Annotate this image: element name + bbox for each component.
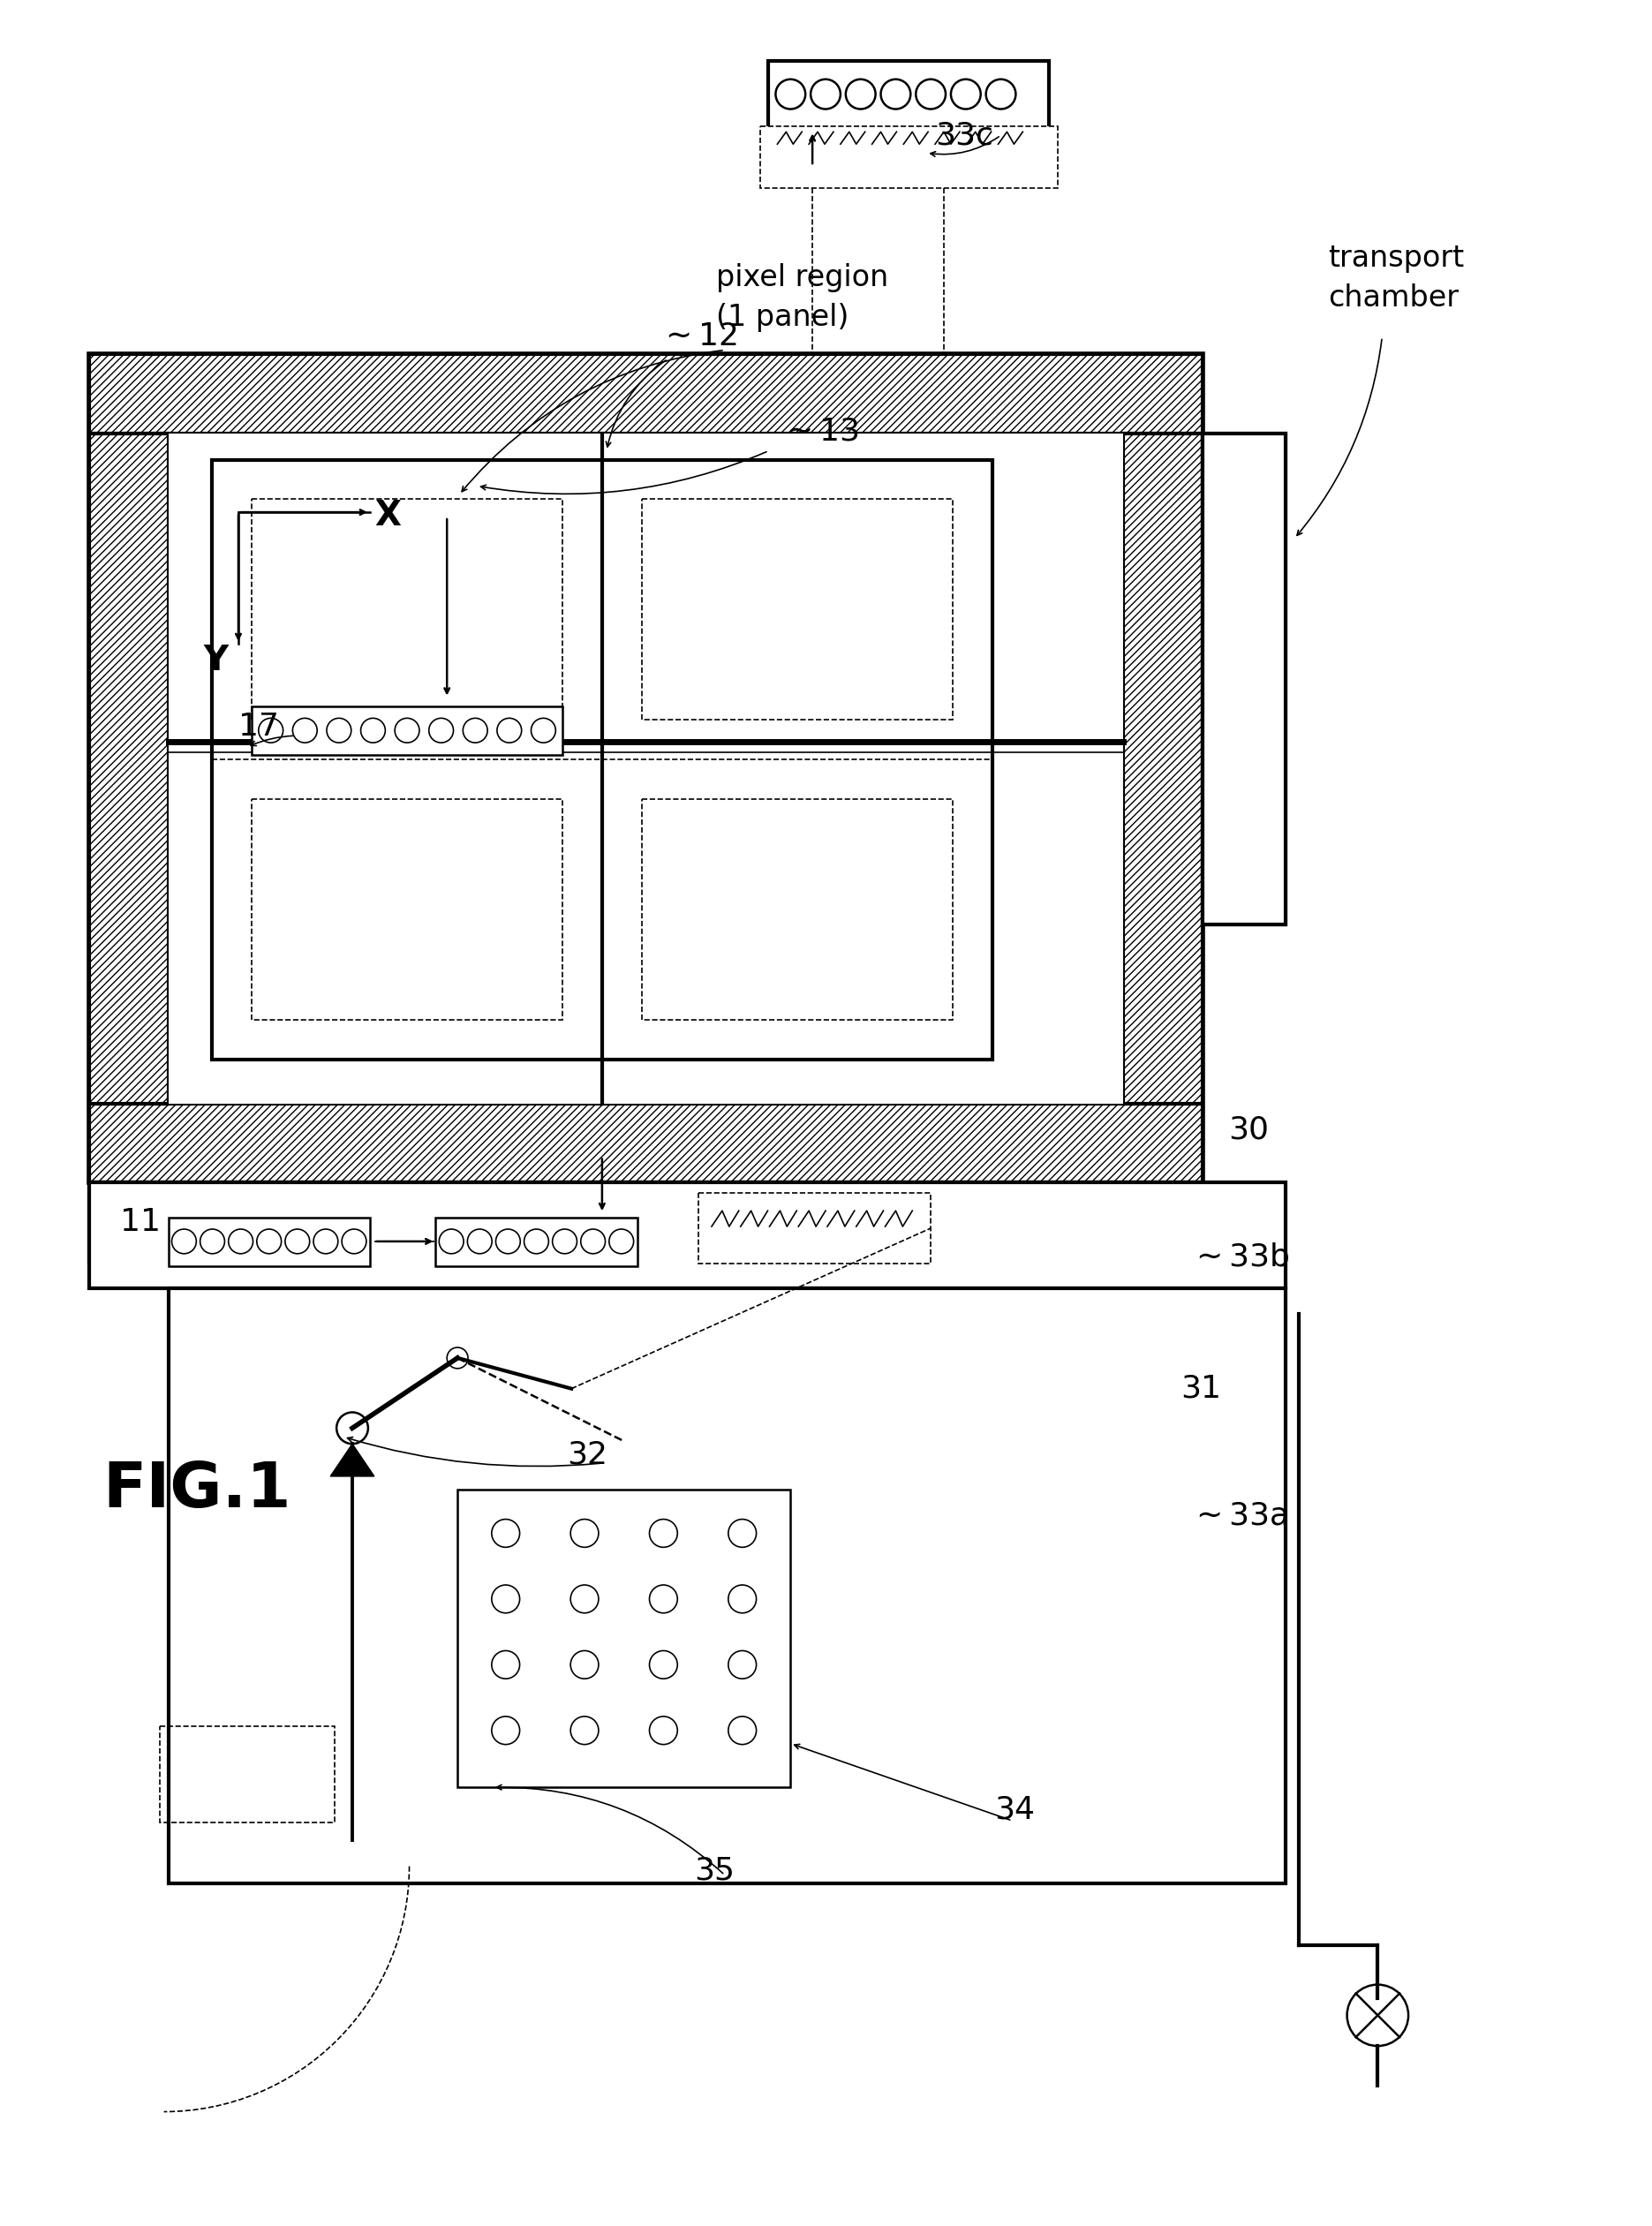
- Bar: [169, 1218, 370, 1267]
- Text: $\sim$33a: $\sim$33a: [1189, 1500, 1287, 1531]
- Text: 17: 17: [238, 712, 279, 741]
- Bar: [89, 1182, 1285, 1289]
- Text: $\sim$33b: $\sim$33b: [1189, 1242, 1289, 1271]
- Text: transport: transport: [1328, 245, 1464, 274]
- Text: Y: Y: [203, 643, 228, 677]
- Bar: [1203, 434, 1285, 924]
- Bar: [89, 354, 1203, 434]
- Bar: [251, 499, 563, 719]
- Text: 31: 31: [1181, 1373, 1221, 1405]
- Bar: [641, 499, 953, 719]
- Text: 34: 34: [995, 1794, 1036, 1825]
- Bar: [458, 1489, 791, 1787]
- Text: 30: 30: [1229, 1115, 1269, 1144]
- Bar: [760, 127, 1057, 187]
- Bar: [89, 1104, 1203, 1182]
- Bar: [160, 1725, 335, 1823]
- Bar: [89, 354, 1203, 1182]
- Bar: [436, 1218, 638, 1267]
- Text: pixel region: pixel region: [715, 263, 889, 292]
- Bar: [169, 1289, 1285, 1883]
- Text: 32: 32: [567, 1440, 608, 1469]
- Bar: [251, 708, 563, 755]
- Bar: [89, 434, 169, 1104]
- Polygon shape: [330, 1445, 375, 1476]
- Text: 35: 35: [694, 1856, 735, 1885]
- Text: chamber: chamber: [1328, 283, 1459, 312]
- Bar: [699, 1193, 930, 1264]
- Bar: [211, 459, 993, 1060]
- Text: 33c: 33c: [935, 120, 993, 151]
- Text: 11: 11: [121, 1206, 160, 1238]
- Text: (1 panel): (1 panel): [715, 303, 849, 332]
- Bar: [768, 60, 1049, 136]
- Bar: [1123, 434, 1203, 1104]
- Text: $\sim$13: $\sim$13: [780, 416, 859, 447]
- Bar: [1203, 434, 1285, 924]
- Text: X: X: [375, 499, 401, 532]
- Bar: [251, 799, 563, 1020]
- Bar: [641, 799, 953, 1020]
- Text: FIG.1: FIG.1: [102, 1460, 291, 1520]
- Bar: [169, 434, 1123, 1104]
- Bar: [89, 1182, 1203, 1262]
- Text: $\sim$12: $\sim$12: [659, 323, 737, 352]
